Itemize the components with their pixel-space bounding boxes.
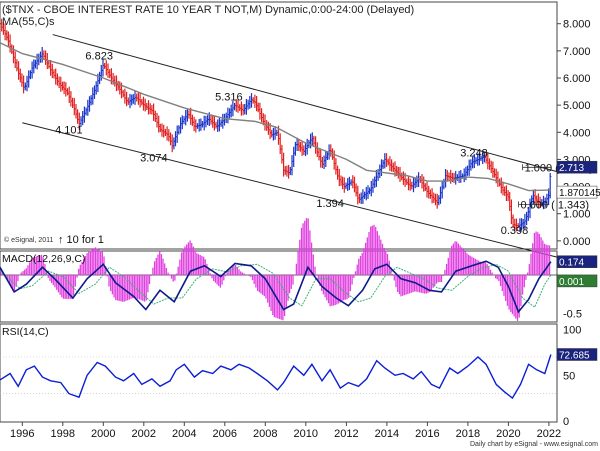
swing-label: 1.394 (316, 198, 344, 210)
x-tick-label: 2000 (91, 428, 115, 440)
rsi-y-tick-label: 50 (563, 370, 575, 382)
split-note: ↑ 10 for 1 (58, 234, 104, 246)
macd-panel: -0.5 0.174 0.001 (0, 218, 598, 321)
rsi-value-text: 72.685 (559, 351, 590, 362)
rsi-value: 72.685 (556, 348, 598, 362)
swing-label: 3.074 (140, 152, 168, 164)
macd-value-box (556, 255, 598, 268)
x-tick-label: 1998 (51, 428, 75, 440)
x-tick-label: 2022 (537, 428, 561, 440)
ma-value-box (556, 185, 598, 199)
swing-label: 5.316 (215, 92, 243, 104)
rsi-panel-title: RSI(14,C) (2, 326, 49, 338)
swing-label: 6.823 (85, 51, 113, 63)
macd-value-text: 0.174 (559, 258, 584, 269)
x-tick-label: 2016 (415, 428, 439, 440)
channel-marker-lower-label: 0.000 ( 1.343) (521, 199, 590, 211)
macd-signal-value: 0.001 (556, 274, 598, 288)
swing-label: 0.398 (501, 225, 529, 237)
macd-signal-value-text: 0.001 (559, 277, 584, 288)
rsi-y-tick-label: 100 (563, 325, 581, 337)
last-price-box (556, 160, 598, 174)
swing-label: 4.101 (55, 125, 83, 137)
x-tick-label: 2010 (294, 428, 318, 440)
x-tick-label: 2012 (334, 428, 358, 440)
rsi-y-tick-label: 0 (563, 416, 569, 428)
x-tick-label: 1996 (10, 428, 34, 440)
x-tick-label: 2002 (132, 428, 156, 440)
chart-title: ($TNX - CBOE INTEREST RATE 10 YEAR T NOT… (2, 4, 414, 16)
price-panel: 0.0001.0002.0003.0004.0005.0006.0007.000… (0, 19, 600, 258)
macd-line (0, 260, 552, 314)
x-tick-label: 2008 (253, 428, 277, 440)
price-y-tick-label: 6.000 (563, 73, 591, 85)
rsi-line (0, 354, 552, 400)
moving-average-line (0, 42, 551, 192)
ma-value: 1.870145 (556, 185, 600, 199)
last-price: 2.713 (556, 160, 598, 174)
x-tick-label: 2006 (213, 428, 237, 440)
macd-panel-title: MACD(12,26,9,C) (2, 253, 85, 265)
time-axis: 1996 1998 2000 2002 2004 2006 2008 2010 2012 2014… (10, 422, 561, 440)
x-tick-label: 2018 (456, 428, 480, 440)
x-tick-label: 2004 (172, 428, 196, 440)
esignal-credit: © eSignal, 2011 (4, 236, 54, 244)
macd-signal-value-box (556, 274, 598, 288)
swing-label: 3.248 (460, 148, 488, 160)
channel-upper-line (52, 34, 558, 173)
price-y-tick-label: 0.000 (563, 236, 591, 248)
x-tick-label: 2014 (375, 428, 399, 440)
macd-signal-line (0, 263, 552, 308)
x-tick-label: 2020 (496, 428, 520, 440)
rsi-panel-frame (0, 323, 558, 423)
macd-value: 0.174 (556, 255, 598, 269)
macd-y-tick-label: -0.5 (563, 308, 582, 320)
price-y-tick-label: 4.000 (563, 127, 591, 139)
price-y-tick-label: 5.000 (563, 100, 591, 112)
price-y-tick-label: 7.000 (563, 46, 591, 58)
rsi-value-box (556, 348, 598, 361)
last-price-text: 2.713 (559, 163, 584, 174)
footer-credit: Daily chart by eSignal - www.esignal.com (470, 441, 598, 448)
ma-value-text: 1.870145 (559, 188, 600, 199)
price-y-tick-label: 1.000 (563, 209, 591, 221)
price-panel-frame (0, 1, 558, 250)
channel-lower-line (22, 122, 558, 258)
ma-indicator-label: MA(55,C)s (2, 16, 55, 28)
price-y-tick-label: 8.000 (563, 19, 591, 31)
rsi-panel: 100 50 0 72.685 (0, 325, 598, 428)
